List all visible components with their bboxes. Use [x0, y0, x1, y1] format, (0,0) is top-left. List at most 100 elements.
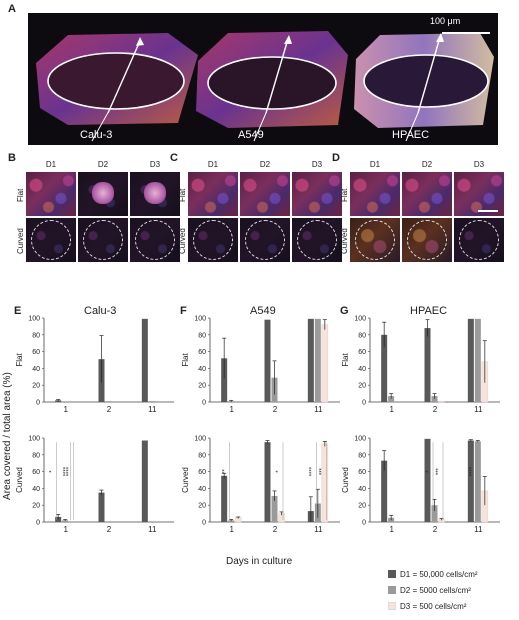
day-label: D3 [149, 160, 161, 169]
y-tick-label: 100 [354, 436, 366, 443]
x-tick-label: 11 [474, 405, 483, 414]
chart-row-label: Flat [15, 353, 24, 367]
day-label: D2 [259, 160, 271, 169]
y-tick-label: 20 [358, 503, 366, 510]
panel-d-letter: D [332, 152, 340, 164]
day-label: D3 [473, 160, 485, 169]
y-tick-label: 40 [358, 486, 366, 493]
legend: D1 = 50,000 cells/cm² D2 = 5000 cells/cm… [388, 566, 516, 614]
panel-b-letter: B [8, 152, 16, 164]
chart-row-label: Curved [15, 467, 24, 493]
micrograph-tile [26, 218, 76, 262]
curvature-outline [245, 220, 285, 260]
day-label: D2 [97, 160, 109, 169]
bar-d2 [388, 396, 395, 402]
y-tick-label: 40 [32, 486, 40, 493]
x-tick-label: 2 [107, 525, 112, 534]
y-tick-label: 0 [362, 520, 366, 527]
chart-title: A549 [250, 305, 276, 317]
micrograph-tile [350, 172, 400, 216]
y-tick-label: 60 [32, 469, 40, 476]
y-tick-label: 20 [32, 383, 40, 390]
x-tick-label: 11 [148, 525, 157, 534]
significance-label: **** [64, 466, 70, 476]
bar-d2 [314, 318, 321, 402]
curvature-outline [297, 220, 337, 260]
bar-d1 [221, 475, 228, 522]
curvature-outline [83, 220, 123, 260]
hpaec-label: HPAEC [392, 129, 430, 141]
legend-item-d1: D1 = 50,000 cells/cm² [388, 566, 516, 582]
legend-label-d1: D1 = 50,000 cells/cm² [400, 569, 478, 579]
chart-row-label: Flat [181, 353, 190, 367]
micrograph-tile [26, 172, 76, 216]
row-label: Flat [178, 188, 187, 202]
bar-d1 [98, 492, 105, 522]
bar-d1 [467, 440, 474, 522]
chart-row-label: Curved [181, 467, 190, 493]
significance-label: * [50, 470, 56, 473]
x-tick-label: 1 [389, 525, 394, 534]
micrograph-tile [454, 218, 504, 262]
x-tick-label: 11 [314, 525, 323, 534]
significance-label: * [276, 470, 282, 473]
y-tick-label: 80 [32, 452, 40, 459]
curvature-outline [135, 220, 175, 260]
y-tick-label: 0 [362, 400, 366, 407]
bar-d3 [438, 400, 445, 403]
curvature-outline [355, 220, 395, 260]
panel-letter: G [340, 305, 349, 317]
bar-d1 [307, 318, 314, 402]
x-tick-label: 1 [389, 405, 394, 414]
row-label: Flat [16, 188, 25, 202]
y-tick-label: 80 [358, 332, 366, 339]
significance-label: *** [319, 467, 325, 475]
x-tick-label: 11 [474, 525, 483, 534]
x-tick-label: 2 [273, 525, 278, 534]
scale-bar [478, 210, 498, 212]
micrograph-tile [78, 172, 128, 216]
micrograph-tile [402, 172, 452, 216]
row-label: Curved [16, 228, 25, 254]
bar-d2 [474, 318, 481, 402]
bar-d2 [148, 401, 155, 402]
x-tick-label: 2 [273, 405, 278, 414]
bar-d1 [467, 318, 474, 402]
significance-label: **** [67, 466, 73, 476]
x-tick-label: 1 [63, 525, 68, 534]
y-tick-label: 80 [198, 332, 206, 339]
x-tick-label: 11 [314, 405, 323, 414]
y-tick-label: 100 [28, 436, 40, 443]
bar-d3 [321, 324, 329, 403]
y-tick-label: 60 [198, 469, 206, 476]
chart-title: HPAEC [410, 305, 447, 317]
micrograph-tile [292, 218, 342, 262]
y-tick-label: 20 [198, 503, 206, 510]
micrograph-tile [402, 218, 452, 262]
bar-d1 [424, 438, 431, 522]
bar-d1 [221, 358, 228, 402]
x-tick-label: 2 [433, 525, 438, 534]
bar-d1 [264, 319, 271, 402]
panel-letter: F [180, 305, 187, 317]
y-tick-label: 100 [28, 316, 40, 323]
legend-swatch-d2 [388, 586, 396, 594]
bar-d3 [321, 443, 329, 523]
curvature-outline [31, 220, 71, 260]
y-tick-label: 40 [32, 366, 40, 373]
row-label: Curved [178, 228, 187, 254]
panel-letter: E [14, 305, 21, 317]
y-tick-label: 80 [198, 452, 206, 459]
scale-bar-label: 100 μm [430, 16, 461, 26]
panel-a-image: 100 μm Calu-3 A549 HPAEC [28, 13, 498, 145]
x-tick-label: 11 [148, 405, 157, 414]
curvature-outline [407, 220, 447, 260]
micrograph-tile [78, 218, 128, 262]
panel-a-svg [36, 31, 494, 142]
significance-label: **** [309, 466, 315, 476]
x-tick-label: 2 [433, 405, 438, 414]
hpaec-scaffold [354, 33, 494, 142]
row-label: Flat [340, 188, 349, 202]
significance-label: *** [436, 467, 442, 475]
micrograph-tile [292, 172, 342, 216]
